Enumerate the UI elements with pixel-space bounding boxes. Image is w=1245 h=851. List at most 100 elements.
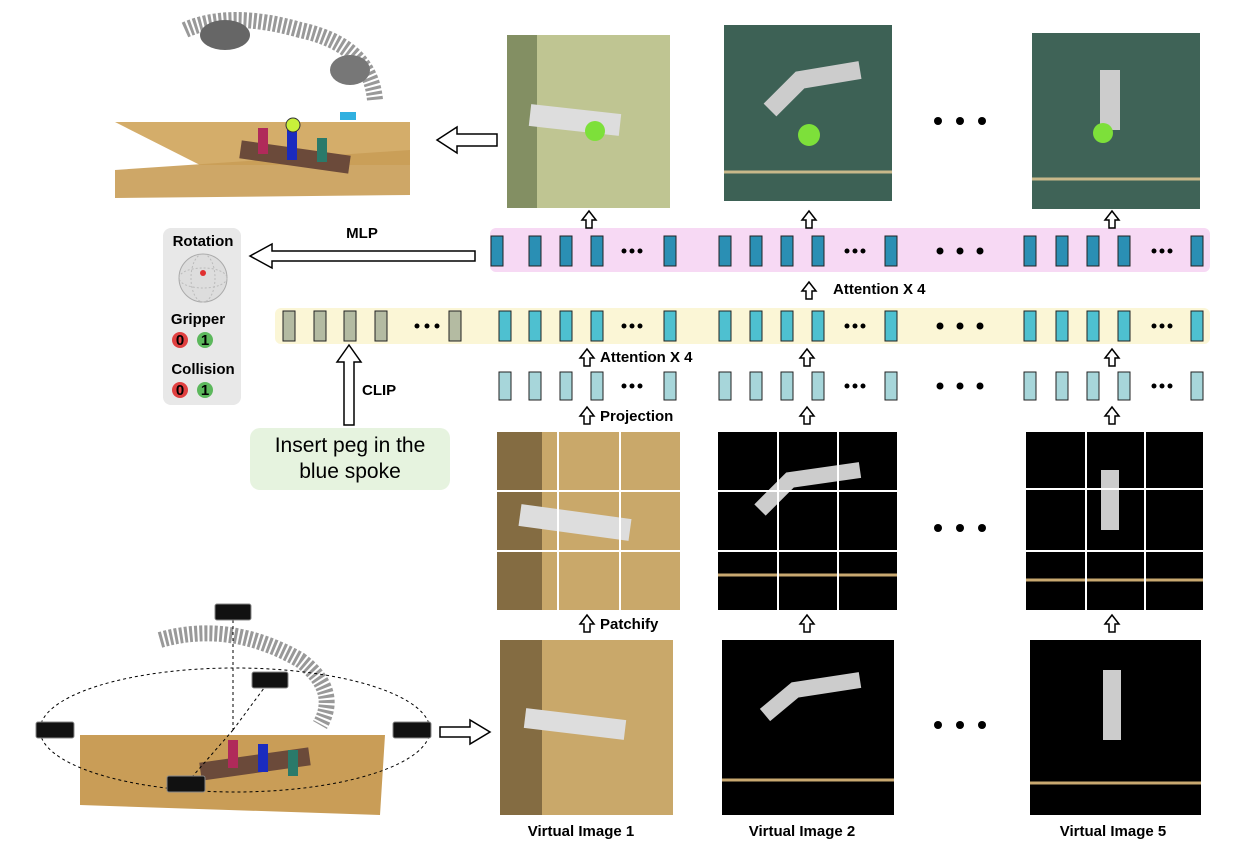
label: CLIP	[362, 382, 396, 399]
token	[1117, 371, 1131, 401]
token	[749, 310, 763, 342]
token	[663, 235, 677, 267]
token	[528, 235, 542, 267]
label: Patchify	[600, 616, 659, 633]
token	[528, 371, 542, 401]
token	[780, 235, 794, 267]
token	[1055, 310, 1069, 342]
ellipsis-dot	[976, 247, 984, 255]
caption: Virtual Image 5	[1060, 823, 1166, 840]
token	[884, 371, 898, 401]
token	[749, 371, 763, 401]
ellipsis-dot	[629, 248, 635, 254]
gripper-label: Gripper	[171, 311, 225, 328]
ellipsis-dot	[1167, 383, 1173, 389]
token	[1086, 371, 1100, 401]
arrow-up	[580, 209, 598, 229]
input-scene	[35, 603, 432, 815]
ellipsis-dot	[414, 323, 420, 329]
arrow-up	[798, 613, 816, 633]
token	[498, 371, 512, 401]
ellipsis-dot	[860, 323, 866, 329]
ellipsis-dot	[637, 323, 643, 329]
ellipsis-dot	[1159, 248, 1165, 254]
token	[1190, 310, 1204, 342]
token	[559, 310, 573, 342]
token	[1023, 371, 1037, 401]
ellipsis-dot	[621, 383, 627, 389]
predicted-scene	[115, 12, 410, 198]
token	[1190, 371, 1204, 401]
token	[811, 235, 825, 267]
ellipsis-dot	[976, 322, 984, 330]
ellipsis-dot	[1159, 323, 1165, 329]
ellipsis-dot	[956, 247, 964, 255]
ellipsis-dot	[844, 383, 850, 389]
ellipsis-dot	[1167, 323, 1173, 329]
token	[1190, 235, 1204, 267]
arrow-up	[1103, 209, 1121, 229]
virtual-image	[722, 640, 894, 815]
ellipsis-dot	[936, 382, 944, 390]
instruction-text: Insert peg in the blue spoke	[274, 434, 426, 483]
arrow-up	[1103, 405, 1121, 425]
arrow-up	[578, 613, 596, 633]
token	[663, 371, 677, 401]
label: MLP	[346, 225, 378, 242]
token	[884, 310, 898, 342]
ellipsis-dot	[621, 248, 627, 254]
token	[663, 310, 677, 342]
arrow-up	[798, 405, 816, 425]
token	[1086, 310, 1100, 342]
ellipsis-dot	[860, 248, 866, 254]
ellipsis-dot	[976, 382, 984, 390]
token	[374, 310, 388, 342]
arrow-clip	[335, 343, 363, 426]
option: 1	[201, 332, 209, 349]
token	[1117, 235, 1131, 267]
caption: Virtual Image 2	[749, 823, 855, 840]
ellipsis-dot	[956, 322, 964, 330]
token	[1055, 371, 1069, 401]
token	[313, 310, 327, 342]
option: 0	[176, 332, 184, 349]
token	[780, 310, 794, 342]
arrow-up	[800, 209, 818, 229]
rotation-sphere	[178, 253, 228, 303]
ellipsis-dot	[424, 323, 430, 329]
token	[811, 371, 825, 401]
token	[749, 235, 763, 267]
ellipsis-dot	[434, 323, 440, 329]
token	[1023, 310, 1037, 342]
ellipsis-dot	[621, 323, 627, 329]
token	[1023, 235, 1037, 267]
token	[718, 371, 732, 401]
token	[498, 310, 512, 342]
token	[559, 371, 573, 401]
token	[1086, 235, 1100, 267]
ellipsis-dot	[637, 383, 643, 389]
token	[590, 310, 604, 342]
token	[590, 371, 604, 401]
ellipsis-dot	[1151, 248, 1157, 254]
token	[282, 310, 296, 342]
ellipsis-dot	[1151, 383, 1157, 389]
option: 0	[176, 382, 184, 399]
token	[718, 310, 732, 342]
ellipsis-dot	[1167, 248, 1173, 254]
token	[884, 235, 898, 267]
rotation-label: Rotation	[173, 233, 234, 250]
ellipsis-dot	[936, 322, 944, 330]
ellipsis-dot	[637, 248, 643, 254]
ellipsis-dot	[852, 323, 858, 329]
arrow-up	[1103, 613, 1121, 633]
arrow-up	[1103, 347, 1121, 367]
render-image	[724, 25, 892, 201]
ellipsis-dot	[936, 247, 944, 255]
ellipsis-dot	[629, 383, 635, 389]
arrow-mlp	[248, 242, 476, 270]
ellipsis-dot	[860, 383, 866, 389]
ellipsis-dot	[852, 383, 858, 389]
ellipsis-dot	[1151, 323, 1157, 329]
token	[490, 235, 504, 267]
